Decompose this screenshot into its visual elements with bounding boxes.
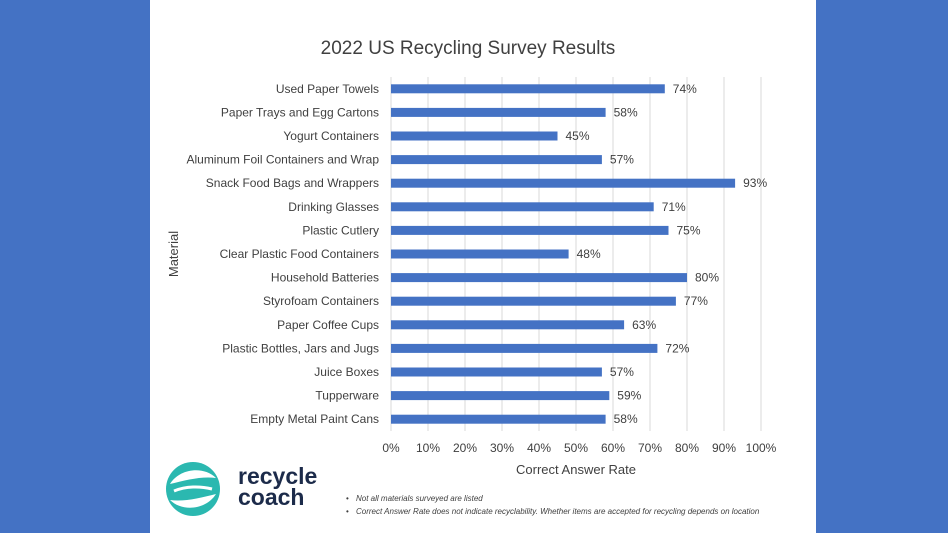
bar (391, 320, 625, 330)
footnote: Correct Answer Rate does not indicate re… (346, 505, 806, 518)
bar (391, 367, 602, 377)
bar (391, 391, 610, 401)
logo-wordmark: recycle coach (238, 463, 318, 510)
data-label: 57% (610, 365, 634, 379)
data-label: 71% (662, 200, 686, 214)
chart-panel: 2022 US Recycling Survey Results 74% 58% 4… (150, 0, 816, 533)
x-axis-title: Correct Answer Rate (516, 462, 636, 477)
logo-line-1: recycle (238, 463, 318, 489)
chart-title: 2022 US Recycling Survey Results (321, 38, 616, 59)
bar (391, 249, 569, 259)
x-tick-label: 30% (490, 441, 514, 455)
bar (391, 107, 606, 117)
data-label: 58% (614, 105, 638, 119)
bar (391, 343, 658, 353)
category-label: Paper Trays and Egg Cartons (221, 105, 379, 119)
x-tick-label: 20% (453, 441, 477, 455)
data-label: 58% (614, 412, 638, 426)
category-label: Paper Coffee Cups (277, 318, 379, 332)
data-label: 80% (695, 271, 719, 285)
category-label: Empty Metal Paint Cans (250, 412, 379, 426)
data-label: 77% (684, 294, 708, 308)
x-tick-label: 0% (382, 441, 400, 455)
x-tick-label: 50% (564, 441, 588, 455)
data-label: 45% (566, 129, 590, 143)
category-label: Plastic Bottles, Jars and Jugs (222, 341, 379, 355)
recycle-leaf-icon (166, 462, 220, 516)
data-label: 74% (673, 82, 697, 96)
bar (391, 414, 606, 424)
category-label: Aluminum Foil Containers and Wrap (186, 153, 379, 167)
x-tick-label: 60% (601, 441, 625, 455)
bar (391, 155, 602, 165)
x-tick-label: 90% (712, 441, 736, 455)
category-label: Drinking Glasses (288, 200, 379, 214)
category-label: Styrofoam Containers (263, 294, 379, 308)
data-label: 48% (577, 247, 601, 261)
data-label: 75% (677, 223, 701, 237)
data-label: 72% (665, 341, 689, 355)
x-tick-labels: 0% 10% 20% 30% 40% 50% 60% 70% 80% 90% 100% (382, 441, 776, 455)
logo-line-2: coach (238, 484, 305, 510)
bars: 74% 58% 45% 57% 93% 71% 75% 48% 80% 77% 63% 72% 57% 5… (391, 82, 767, 426)
data-label: 93% (743, 176, 767, 190)
footnotes: Not all materials surveyed are listed Co… (346, 492, 806, 518)
category-label: Tupperware (315, 389, 379, 403)
x-tick-label: 80% (675, 441, 699, 455)
category-label: Snack Food Bags and Wrappers (206, 176, 379, 190)
x-tick-label: 70% (638, 441, 662, 455)
x-tick-label: 40% (527, 441, 551, 455)
bar (391, 131, 558, 141)
bar (391, 84, 665, 94)
x-tick-label: 10% (416, 441, 440, 455)
bar (391, 178, 736, 188)
bar (391, 296, 676, 306)
category-label: Yogurt Containers (283, 129, 379, 143)
category-label: Juice Boxes (314, 365, 379, 379)
category-label: Household Batteries (271, 271, 379, 285)
data-label: 63% (632, 318, 656, 332)
category-label: Clear Plastic Food Containers (220, 247, 379, 261)
category-label: Plastic Cutlery (302, 223, 379, 237)
category-labels: Used Paper Towels Paper Trays and Egg Car… (186, 82, 379, 426)
x-tick-label: 100% (746, 441, 777, 455)
y-axis-title: Material (166, 231, 181, 277)
data-label: 57% (610, 153, 634, 167)
bar (391, 225, 669, 235)
chart: 2022 US Recycling Survey Results 74% 58% 4… (166, 38, 777, 477)
data-label: 59% (617, 389, 641, 403)
footnote: Not all materials surveyed are listed (346, 492, 806, 505)
recycle-coach-logo: recycle coach (164, 460, 334, 520)
category-label: Used Paper Towels (276, 82, 379, 96)
bar (391, 202, 654, 212)
bar (391, 273, 687, 283)
